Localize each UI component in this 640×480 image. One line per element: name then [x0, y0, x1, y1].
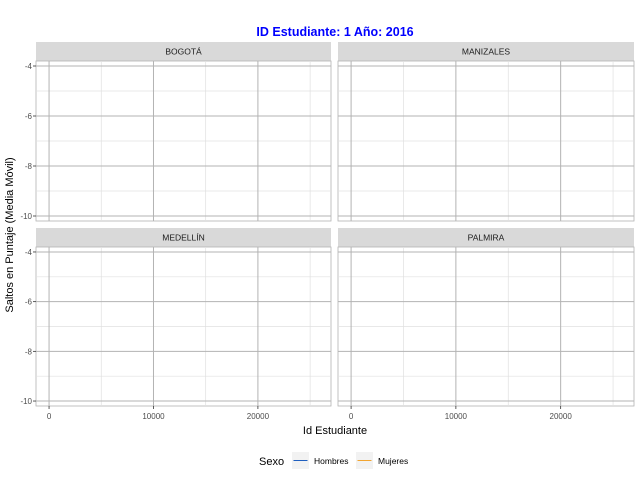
y-tick-label: -10 — [20, 397, 32, 406]
legend-label: Mujeres — [378, 456, 408, 466]
y-tick-label: -8 — [25, 347, 33, 356]
facet-panel: MEDELLÍN -4 -6 -8 -10 0 10000 20000 — [20, 228, 332, 421]
chart-title: ID Estudiante: 1 Año: 2016 — [256, 25, 413, 39]
y-tick-label: -8 — [25, 162, 33, 171]
facet-strip — [338, 228, 634, 247]
legend: Sexo Hombres Mujeres — [259, 452, 408, 469]
x-tick-label: 10000 — [445, 412, 468, 421]
x-tick-label: 10000 — [142, 412, 165, 421]
y-tick-label: -6 — [25, 112, 33, 121]
facet-strip — [36, 42, 331, 61]
x-tick-label: 20000 — [247, 412, 270, 421]
facet-panel: MANIZALES — [337, 42, 635, 222]
legend-label: Hombres — [314, 456, 348, 466]
facet-label: MEDELLÍN — [162, 233, 205, 243]
legend-title: Sexo — [259, 456, 284, 468]
y-tick-label: -6 — [25, 298, 33, 307]
y-axis-title: Saltos en Puntaje (Media Móvil) — [4, 157, 16, 312]
x-tick-label: 0 — [47, 412, 52, 421]
y-tick-label: -4 — [25, 62, 33, 71]
facet-panel: BOGOTÁ -4 -6 -8 -10 — [20, 42, 332, 222]
y-tick-label: -10 — [20, 212, 32, 221]
x-axis-title: Id Estudiante — [303, 425, 367, 437]
facet-panels: BOGOTÁ -4 -6 -8 -10 MANIZALES MEDELLÍN -4 -6 -8 -1… — [20, 42, 635, 421]
facet-strip — [338, 42, 634, 61]
facet-strip — [36, 228, 331, 247]
facet-label: PALMIRA — [468, 233, 505, 243]
facet-label: BOGOTÁ — [165, 47, 202, 57]
facet-label: MANIZALES — [462, 47, 511, 57]
facet-panel: PALMIRA 0 10000 20000 — [337, 228, 635, 421]
y-tick-label: -4 — [25, 248, 33, 257]
x-tick-label: 20000 — [550, 412, 573, 421]
x-tick-label: 0 — [349, 412, 354, 421]
